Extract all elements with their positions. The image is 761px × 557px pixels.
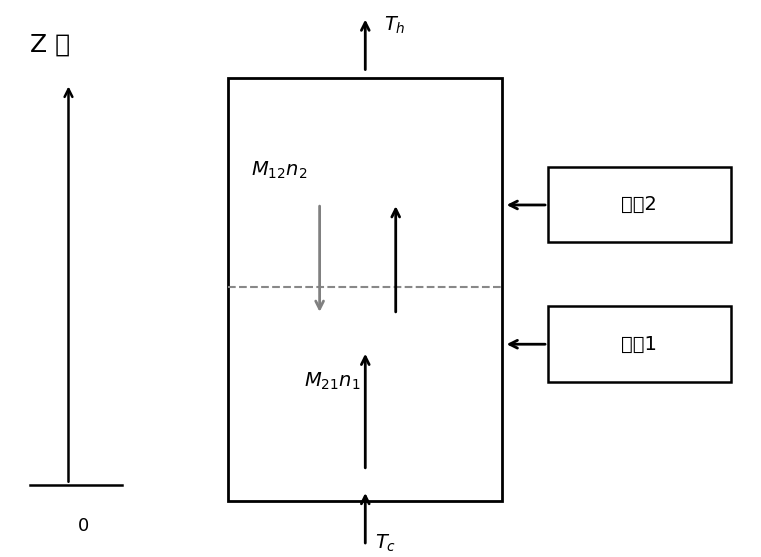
Text: Z 轴: Z 轴 — [30, 32, 71, 57]
Text: 节点2: 节点2 — [621, 195, 658, 214]
Bar — [548, 167, 731, 242]
Text: 0: 0 — [78, 517, 89, 535]
Text: $M_{21}n_1$: $M_{21}n_1$ — [304, 371, 361, 392]
Bar — [228, 78, 502, 501]
Text: $M_{12}n_2$: $M_{12}n_2$ — [251, 159, 307, 180]
Text: $T_c$: $T_c$ — [375, 532, 396, 554]
Text: $T_h$: $T_h$ — [384, 14, 406, 36]
Text: 节点1: 节点1 — [621, 334, 658, 354]
Bar — [548, 306, 731, 382]
